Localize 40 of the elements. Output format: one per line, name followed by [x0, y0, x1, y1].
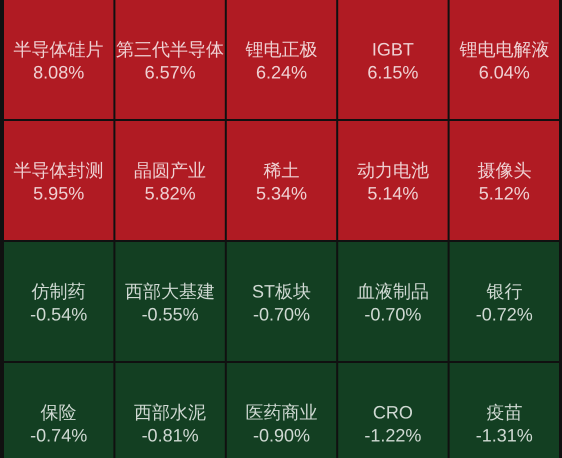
data-label: -0.74% [30, 426, 88, 446]
category-label: 医药商业 [246, 402, 318, 422]
data-label: -1.31% [476, 426, 533, 446]
category-label: 锂电电解液 [458, 40, 550, 60]
category-label: 摄像头 [477, 160, 532, 180]
data-label: 5.82% [144, 184, 196, 204]
category-label: 第三代半导体 [116, 40, 224, 60]
category-label: 西部大基建 [125, 282, 216, 302]
category-label: IGBT [372, 40, 414, 60]
category-label: 稀土 [264, 160, 300, 180]
data-label: 5.34% [256, 184, 308, 204]
data-label: 5.95% [33, 184, 84, 204]
data-label: 6.24% [256, 62, 308, 82]
category-label: 仿制药 [30, 282, 86, 302]
category-label: 半导体硅片 [14, 40, 104, 60]
data-label: -0.70% [252, 304, 310, 324]
data-label: 5.12% [478, 184, 530, 204]
category-label: 西部水泥 [134, 402, 206, 422]
category-label: CRO [372, 402, 413, 422]
category-label: 银行 [485, 282, 522, 302]
data-label: -0.81% [142, 426, 199, 446]
category-label: 疫苗 [486, 402, 522, 422]
category-label: 血液制品 [356, 282, 429, 302]
category-label: 动力电池 [356, 160, 429, 180]
data-label: -0.54% [30, 304, 88, 324]
category-label: ST板块 [252, 282, 312, 302]
data-label: -0.72% [476, 304, 533, 324]
data-label: 8.08% [33, 62, 84, 82]
data-label: 6.04% [478, 62, 530, 82]
data-label: 6.57% [144, 62, 196, 82]
data-label: -0.55% [142, 304, 199, 324]
data-label: 5.14% [367, 184, 418, 204]
data-label: -1.22% [364, 426, 422, 446]
data-label: 6.15% [367, 62, 418, 82]
category-label: 晶圆产业 [134, 160, 206, 180]
category-label: 保险 [40, 402, 77, 422]
data-label: -0.70% [364, 304, 422, 324]
category-label: 锂电正极 [244, 40, 318, 60]
category-label: 半导体封测 [14, 160, 104, 180]
data-label: -0.90% [252, 426, 310, 446]
